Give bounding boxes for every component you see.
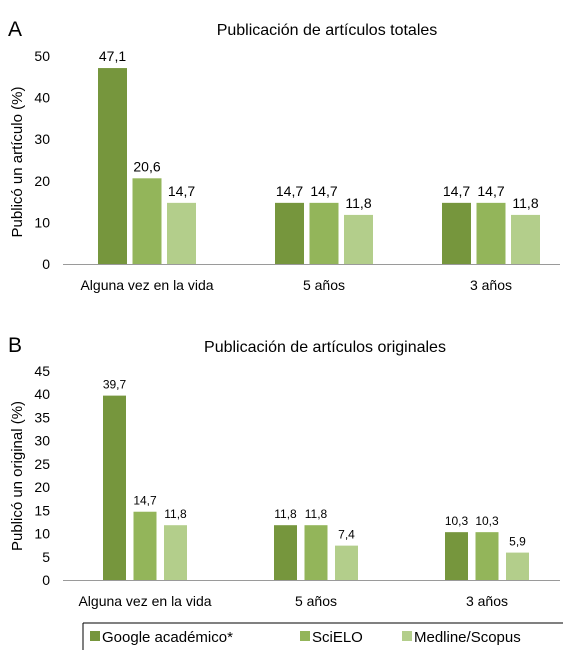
panel-b-y-tick-label: 35 bbox=[34, 409, 50, 425]
legend-label-scielo: SciELO bbox=[312, 629, 363, 646]
panel-b-category-label-lifetime: Alguna vez en la vida bbox=[78, 593, 211, 609]
panel-a-value-label-medline-lifetime: 14,7 bbox=[168, 183, 195, 199]
panel-a-bar-medline-5-years bbox=[344, 214, 373, 264]
panel-b-y-tick-label: 30 bbox=[34, 433, 50, 449]
panel-b-value-label-scielo-5-years: 11,8 bbox=[305, 507, 328, 521]
legend-swatch-medline bbox=[402, 631, 412, 641]
panel-b-bar-medline-lifetime bbox=[164, 525, 187, 580]
panel-a-y-tick-label: 0 bbox=[42, 256, 50, 272]
panel-a-y-tick-label: 20 bbox=[34, 173, 50, 189]
panel-b-value-label-scielo-3-years: 10,3 bbox=[475, 514, 499, 528]
panel-b-bar-scielo-5-years bbox=[304, 525, 328, 580]
panel-a-y-axis-label: Publicó un artículo (%) bbox=[9, 87, 26, 238]
panel-b-value-label-medline-5-years: 7,4 bbox=[338, 528, 355, 542]
panel-a-category-label-5-years: 5 años bbox=[303, 277, 345, 293]
panel-b-y-tick-label: 45 bbox=[34, 363, 50, 379]
panel-b-y-tick-label: 40 bbox=[34, 386, 50, 402]
panel-b-bar-medline-3-years bbox=[506, 552, 529, 580]
panel-b-bar-scielo-lifetime bbox=[133, 511, 157, 580]
legend-swatch-google bbox=[90, 631, 100, 641]
panel-b-y-tick-label: 0 bbox=[42, 572, 50, 588]
panel-b-category-label-5-years: 5 años bbox=[295, 593, 337, 609]
legend: Google académico* SciELO Medline/Scopus bbox=[82, 622, 563, 650]
panel-b-y-tick-label: 10 bbox=[34, 526, 50, 542]
panel-a-value-label-medline-3-years: 11,8 bbox=[512, 195, 538, 211]
panel-a-bar-google-5-years bbox=[275, 202, 304, 264]
panel-b-value-label-medline-3-years: 5,9 bbox=[509, 535, 526, 549]
panel-a-value-label-scielo-3-years: 14,7 bbox=[477, 183, 504, 199]
panel-b-y-tick-label: 5 bbox=[42, 549, 50, 565]
panel-b-letter: B bbox=[8, 334, 22, 357]
panel-a-value-label-scielo-5-years: 14,7 bbox=[310, 183, 337, 199]
panel-b: B Publicación de artículos originales Pu… bbox=[8, 334, 560, 609]
legend-label-medline: Medline/Scopus bbox=[414, 629, 521, 646]
panel-a-category-label-lifetime: Alguna vez en la vida bbox=[80, 277, 213, 293]
legend-label-google: Google académico* bbox=[102, 629, 233, 646]
panel-b-y-tick-label: 20 bbox=[34, 479, 50, 495]
panel-b-value-label-google-lifetime: 39,7 bbox=[103, 378, 127, 392]
panel-a-bar-medline-3-years bbox=[511, 214, 540, 264]
panel-b-plot-area: 0 5 10 15 20 25 30 35 40 45 39,7 11,8 10,3 14,7 11,8 10… bbox=[34, 363, 560, 609]
panel-a-bar-medline-lifetime bbox=[167, 202, 196, 264]
panel-b-bar-google-5-years bbox=[274, 525, 297, 580]
panel-a-category-label-3-years: 3 años bbox=[470, 277, 512, 293]
panel-a: A Publicación de artículos totales Publi… bbox=[8, 18, 560, 293]
panel-a-value-label-medline-5-years: 11,8 bbox=[345, 195, 371, 211]
panel-a-value-label-google-lifetime: 47,1 bbox=[99, 48, 126, 64]
panel-a-value-label-scielo-lifetime: 20,6 bbox=[133, 158, 160, 174]
panel-a-plot-area: 0 10 20 30 40 50 47,1 14,7 14,7 20,6 14,7 14,7 14,7 1… bbox=[34, 48, 560, 293]
legend-item-google: Google académico* bbox=[90, 629, 233, 646]
panel-b-value-label-scielo-lifetime: 14,7 bbox=[133, 494, 157, 508]
panel-a-bar-google-lifetime bbox=[98, 68, 127, 265]
panel-b-y-axis-label: Publicó un original (%) bbox=[9, 401, 26, 551]
panel-b-y-tick-label: 25 bbox=[34, 456, 50, 472]
panel-b-category-label-3-years: 3 años bbox=[466, 593, 508, 609]
legend-swatch-scielo bbox=[300, 631, 310, 641]
panel-b-bar-google-3-years bbox=[445, 532, 468, 580]
panel-a-y-tick-label: 10 bbox=[34, 214, 50, 230]
panel-b-bar-scielo-3-years bbox=[475, 532, 499, 580]
panel-b-value-label-google-3-years: 10,3 bbox=[445, 514, 469, 528]
panel-b-y-tick-label: 15 bbox=[34, 502, 50, 518]
panel-a-bar-scielo-5-years bbox=[309, 202, 339, 264]
panel-a-y-tick-label: 40 bbox=[34, 90, 50, 106]
panel-b-value-label-medline-lifetime: 11,8 bbox=[164, 507, 187, 521]
panel-b-bar-google-lifetime bbox=[103, 395, 126, 580]
legend-item-scielo: SciELO bbox=[300, 629, 363, 646]
panel-b-value-label-google-5-years: 11,8 bbox=[274, 507, 297, 521]
panel-a-y-tick-label: 30 bbox=[34, 131, 50, 147]
panel-b-title: Publicación de artículos originales bbox=[204, 339, 446, 356]
legend-item-medline: Medline/Scopus bbox=[402, 629, 521, 646]
panel-a-bar-google-3-years bbox=[442, 202, 471, 264]
panel-a-value-label-google-5-years: 14,7 bbox=[276, 183, 303, 199]
panel-b-bar-medline-5-years bbox=[335, 545, 358, 580]
panel-a-title: Publicación de artículos totales bbox=[217, 22, 438, 39]
panel-a-letter: A bbox=[8, 18, 22, 41]
panel-a-y-tick-label: 50 bbox=[34, 48, 50, 64]
panel-a-bar-scielo-lifetime bbox=[132, 178, 162, 264]
panel-a-bar-scielo-3-years bbox=[476, 202, 506, 264]
panel-a-value-label-google-3-years: 14,7 bbox=[443, 183, 470, 199]
